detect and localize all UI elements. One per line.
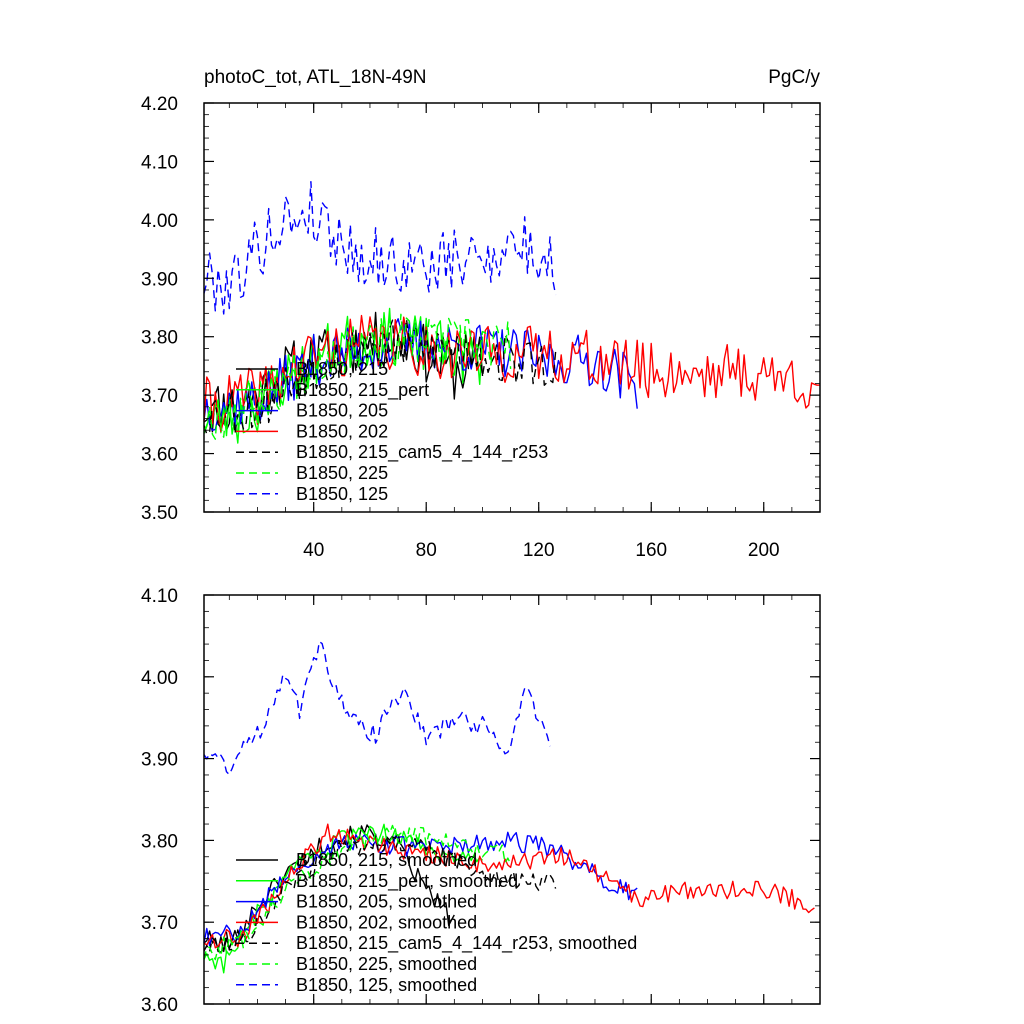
legend-label: B1850, 205 [296,401,388,421]
top-axes: 3.50 3.60 3.70 3.80 3.90 4.00 4.10 4.20 40 80 120 1… [141,94,821,561]
legend-label: B1850, 215 [296,359,388,379]
series-line [203,831,638,947]
legend-label: B1850, 215_cam5_4_144_r253 [296,442,548,463]
top-units: PgC/y [768,67,820,88]
series-line [203,314,821,433]
y-tick-label: 3.50 [141,503,178,524]
legend-label: B1850, 205, smoothed [296,892,477,912]
y-tick-label: 3.80 [141,831,178,852]
x-tick-label: 120 [523,540,555,561]
x-tick-label: 40 [303,540,324,561]
bottom-panel: 3.60 3.70 3.80 3.90 4.00 4.10 B1850, 215, smo… [141,586,821,1016]
bottom-plot-frame [203,594,821,1005]
x-tick-label: 160 [635,540,667,561]
y-tick-label: 4.10 [141,152,178,173]
legend-label: B1850, 202 [296,421,388,441]
top-plot-frame [203,102,821,513]
series-line [203,824,512,961]
series-line [203,823,815,949]
top-panel: photoC_tot, ATL_18N-49N PgC/y 3.503.603.… [141,67,821,561]
legend-label: B1850, 215_pert [296,380,429,401]
y-tick-label: 4.20 [141,94,178,115]
legend-label: B1850, 202, smoothed [296,912,477,932]
series-line [203,318,638,431]
y-tick-label: 3.80 [141,328,178,349]
y-tick-label: 3.60 [141,995,178,1016]
x-tick-label: 80 [416,540,437,561]
legend-label: B1850, 215_cam5_4_144_r253, smoothed [296,933,637,954]
series-line [203,313,512,440]
y-tick-label: 3.60 [141,445,178,466]
y-tick-label: 3.70 [141,386,178,407]
y-tick-label: 4.00 [141,668,178,689]
bottom-axes: 3.60 3.70 3.80 3.90 4.00 4.10 [141,586,821,1016]
x-tick-label: 200 [748,540,780,561]
top-title: photoC_tot, ATL_18N-49N [204,67,427,88]
bottom-series-layer [203,640,815,974]
top-series-layer [203,180,821,444]
legend-label: B1850, 215_pert, smoothed [296,871,518,892]
y-tick-label: 3.70 [141,913,178,934]
y-tick-label: 4.00 [141,211,178,232]
series-line [203,180,557,315]
legend-label: B1850, 215, smoothed [296,850,477,870]
legend-label: B1850, 125, smoothed [296,975,477,995]
series-line [203,318,557,435]
legend-label: B1850, 125 [296,484,388,504]
y-tick-label: 3.90 [141,750,178,771]
legend-label: B1850, 225, smoothed [296,954,477,974]
series-line [203,640,551,776]
legend-label: B1850, 225 [296,463,388,483]
y-tick-label: 3.90 [141,269,178,290]
y-tick-label: 4.10 [141,586,178,607]
